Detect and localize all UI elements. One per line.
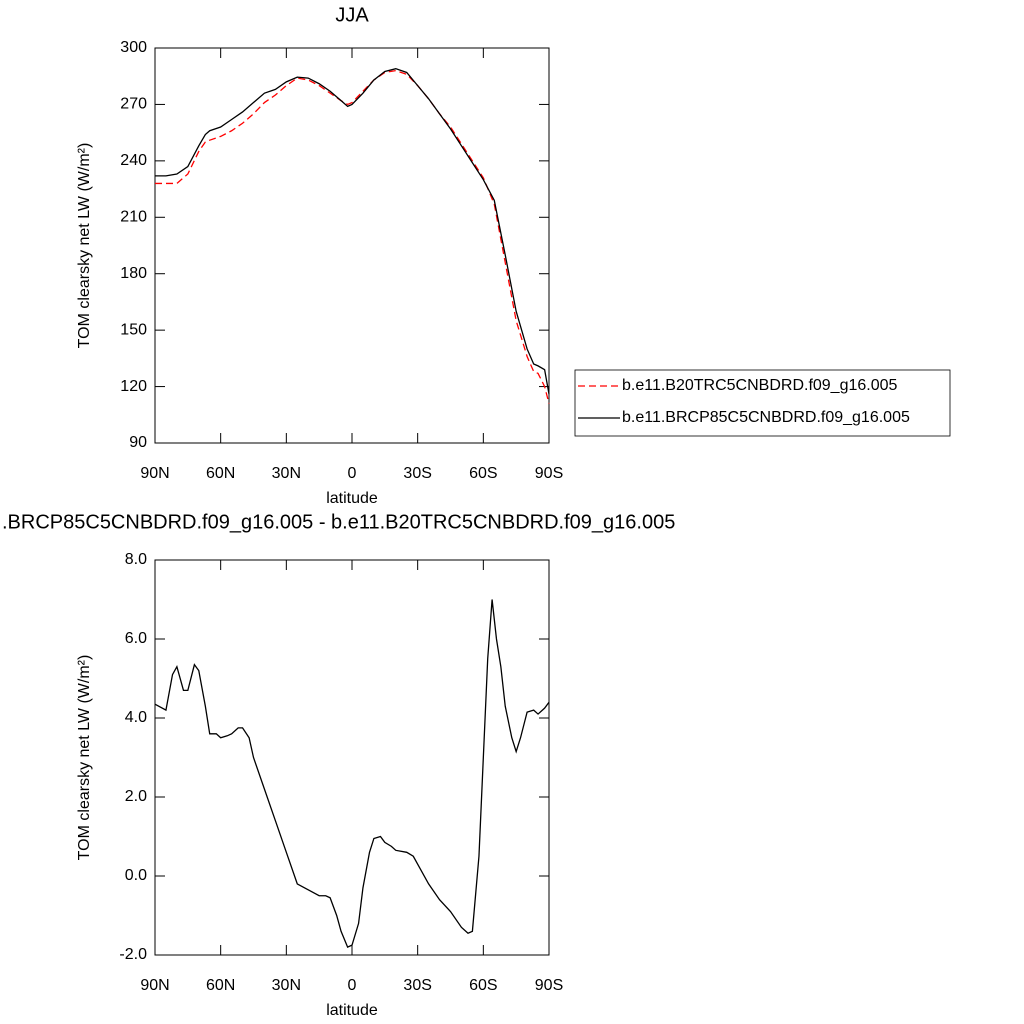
legend-label: b.e11.BRCP85C5CNBDRD.f09_g16.005 (622, 409, 910, 426)
legend-label: b.e11.B20TRC5CNBDRD.f09_g16.005 (622, 377, 898, 394)
x-tick-label: 30S (403, 465, 431, 482)
y-tick-label: 0.0 (125, 867, 147, 884)
chart-title: JJA (335, 4, 369, 26)
y-tick-label: -2.0 (119, 946, 147, 963)
data-line (155, 68, 550, 395)
x-tick-label: 0 (348, 977, 357, 994)
x-tick-label: 60S (469, 977, 497, 994)
chart-title: .BRCP85C5CNBDRD.f09_g16.005 - b.e11.B20T… (2, 511, 675, 533)
data-line (155, 69, 550, 404)
y-tick-label: 240 (120, 152, 147, 169)
x-tick-label: 30N (272, 465, 301, 482)
x-tick-label: 90S (535, 977, 563, 994)
x-tick-label: 30N (272, 977, 301, 994)
x-tick-label: 90N (140, 465, 169, 482)
x-axis-label: latitude (326, 490, 378, 507)
y-tick-label: 270 (120, 96, 147, 113)
data-line (154, 599, 550, 948)
x-tick-label: 60N (206, 977, 235, 994)
y-tick-label: 210 (120, 209, 147, 226)
x-tick-label: 60N (206, 465, 235, 482)
y-tick-label: 150 (120, 321, 147, 338)
y-tick-label: 6.0 (125, 630, 147, 647)
y-tick-label: 90 (129, 434, 147, 451)
y-tick-label: 4.0 (125, 709, 147, 726)
x-tick-label: 0 (348, 465, 357, 482)
y-axis-label: TOM clearsky net LW (W/m²) (76, 655, 93, 861)
legend-box (574, 369, 951, 437)
y-tick-label: 2.0 (125, 788, 147, 805)
y-tick-label: 8.0 (125, 551, 147, 568)
x-tick-label: 60S (469, 465, 497, 482)
x-tick-label: 90S (535, 465, 563, 482)
y-tick-label: 180 (120, 265, 147, 282)
plot-frame (154, 559, 550, 956)
y-tick-label: 120 (120, 378, 147, 395)
y-axis-label: TOM clearsky net LW (W/m²) (76, 143, 93, 349)
plot-frame (154, 47, 550, 444)
x-axis-label: latitude (326, 1002, 378, 1019)
y-tick-label: 300 (120, 39, 147, 56)
x-tick-label: 90N (140, 977, 169, 994)
x-tick-label: 30S (403, 977, 431, 994)
